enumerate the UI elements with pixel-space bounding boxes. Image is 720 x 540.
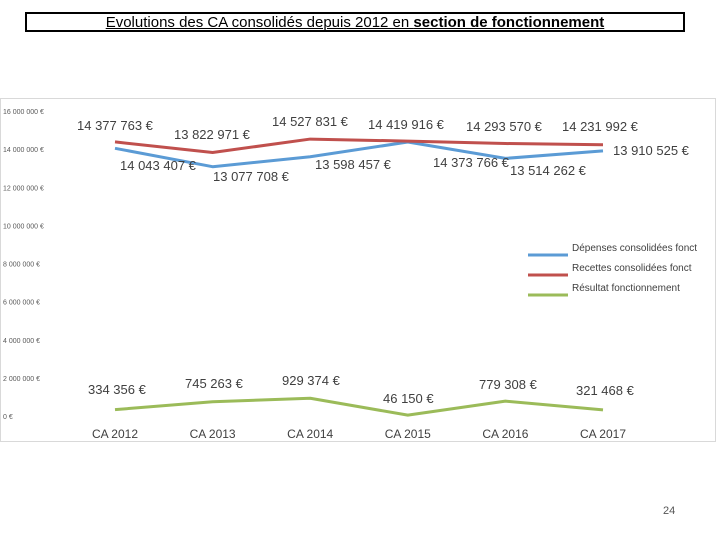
data-label: 334 356 € xyxy=(88,382,147,397)
data-label: 14 293 570 € xyxy=(466,119,543,134)
y-tick-label: 2 000 000 € xyxy=(3,376,40,383)
x-tick-label: CA 2014 xyxy=(287,427,333,441)
legend-label: Recettes consolidées fonct xyxy=(572,263,692,274)
data-label: 13 514 262 € xyxy=(510,163,587,178)
x-tick-label: CA 2012 xyxy=(92,427,138,441)
legend-label: Dépenses consolidées fonct xyxy=(572,243,697,254)
y-tick-label: 8 000 000 € xyxy=(3,262,40,269)
series-line-2 xyxy=(114,137,604,154)
data-label: 14 527 831 € xyxy=(272,114,349,129)
data-label: 13 598 457 € xyxy=(315,157,392,172)
data-label: 321 468 € xyxy=(576,383,635,398)
series-line-3 xyxy=(114,396,604,417)
y-tick-label: 16 000 000 € xyxy=(3,109,44,116)
x-tick-label: CA 2016 xyxy=(482,427,528,441)
y-tick-label: 14 000 000 € xyxy=(3,147,44,154)
legend-label: Résultat fonctionnement xyxy=(572,283,680,294)
data-label: 13 822 971 € xyxy=(174,127,251,142)
y-tick-label: 12 000 000 € xyxy=(3,185,44,192)
data-label: 745 263 € xyxy=(185,376,244,391)
data-label: 14 377 763 € xyxy=(77,118,154,133)
title-emphasis: section de fonctionnement xyxy=(413,14,605,31)
y-tick-label: 4 000 000 € xyxy=(3,338,40,345)
data-label: 14 373 766 € xyxy=(433,155,510,170)
data-label: 929 374 € xyxy=(282,373,341,388)
data-label: 14 231 992 € xyxy=(562,119,639,134)
data-label: 14 419 916 € xyxy=(368,117,445,132)
y-tick-label: 10 000 000 € xyxy=(3,223,44,230)
y-tick-label: 0 € xyxy=(3,414,13,421)
chart-frame xyxy=(0,98,716,442)
data-label: 14 043 407 € xyxy=(120,158,197,173)
data-label: 13 077 708 € xyxy=(213,169,290,184)
page-number: 24 xyxy=(663,505,676,517)
chart-title: Evolutions des CA consolidés depuis 2012… xyxy=(25,12,685,32)
x-tick-label: CA 2017 xyxy=(580,427,626,441)
series-line-1 xyxy=(114,140,604,169)
data-label: 46 150 € xyxy=(383,391,434,406)
x-tick-label: CA 2015 xyxy=(385,427,431,441)
data-label: 13 910 525 € xyxy=(613,143,690,158)
title-lead: Evolutions des CA consolidés depuis 2012… xyxy=(105,14,414,31)
data-label: 779 308 € xyxy=(479,377,538,392)
x-tick-label: CA 2013 xyxy=(190,427,236,441)
y-tick-label: 6 000 000 € xyxy=(3,300,40,307)
